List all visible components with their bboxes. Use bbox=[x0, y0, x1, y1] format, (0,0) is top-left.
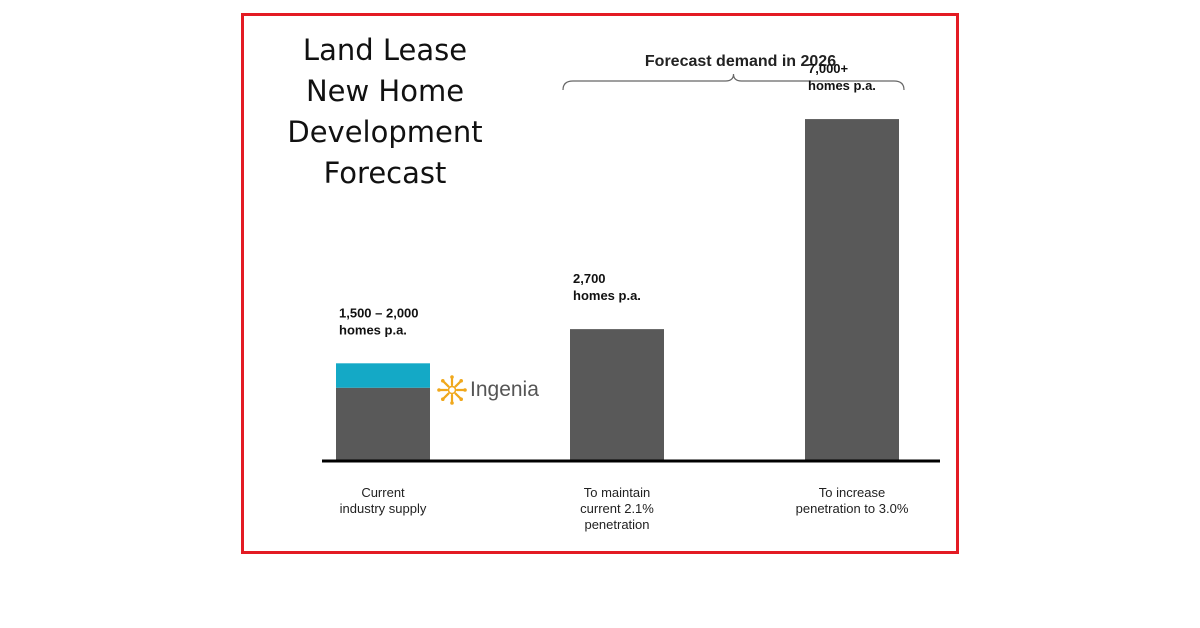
data-label: 7,000+ bbox=[808, 61, 849, 76]
sun-ray-tip bbox=[441, 397, 445, 401]
sun-ray-tip bbox=[450, 401, 454, 405]
sun-ray-tip bbox=[459, 379, 463, 383]
category-label: penetration to 3.0% bbox=[796, 501, 909, 516]
category-label: industry supply bbox=[340, 501, 427, 516]
category-label: current 2.1% bbox=[580, 501, 654, 516]
bars-group bbox=[322, 119, 940, 463]
ingenia-logo: Ingenia bbox=[436, 374, 539, 406]
title-line: Forecast bbox=[323, 156, 447, 190]
bracket-line bbox=[562, 73, 905, 91]
title-line: Land Lease bbox=[302, 33, 468, 67]
data-label: homes p.a. bbox=[808, 78, 876, 93]
sun-icon bbox=[437, 375, 467, 405]
category-label: To increase bbox=[819, 485, 885, 500]
data-label: 2,700 bbox=[573, 271, 606, 286]
title-line: Development bbox=[287, 115, 483, 149]
data-label: homes p.a. bbox=[339, 322, 407, 337]
category-label: To maintain bbox=[584, 485, 650, 500]
sun-core bbox=[447, 385, 457, 395]
category-label: Current bbox=[361, 485, 405, 500]
sun-ray-tip bbox=[441, 379, 445, 383]
chart-frame bbox=[241, 13, 959, 554]
bar-highlight-segment bbox=[336, 363, 430, 388]
bar bbox=[570, 329, 664, 461]
title-line: New Home bbox=[305, 74, 465, 108]
sun-ray-tip bbox=[463, 388, 467, 392]
data-label: homes p.a. bbox=[573, 288, 641, 303]
data-label: 1,500 – 2,000 bbox=[339, 305, 419, 320]
bar bbox=[336, 387, 430, 461]
forecast-bracket: Forecast demand in 2026 bbox=[562, 53, 905, 91]
sun-ray-tip bbox=[459, 397, 463, 401]
labels-group: 1,500 – 2,000 homes p.a. 2,700 homes p.a. 7,… bbox=[339, 61, 909, 532]
sun-ray-tip bbox=[437, 388, 441, 392]
chart-title: Land Lease New Home Development Forecast bbox=[270, 30, 500, 194]
bar bbox=[805, 119, 899, 462]
logo-text: Ingenia bbox=[470, 378, 539, 401]
forecast-bracket-label: Forecast demand in 2026 bbox=[645, 53, 836, 70]
sun-ray-tip bbox=[450, 375, 454, 379]
category-label: penetration bbox=[584, 517, 649, 532]
